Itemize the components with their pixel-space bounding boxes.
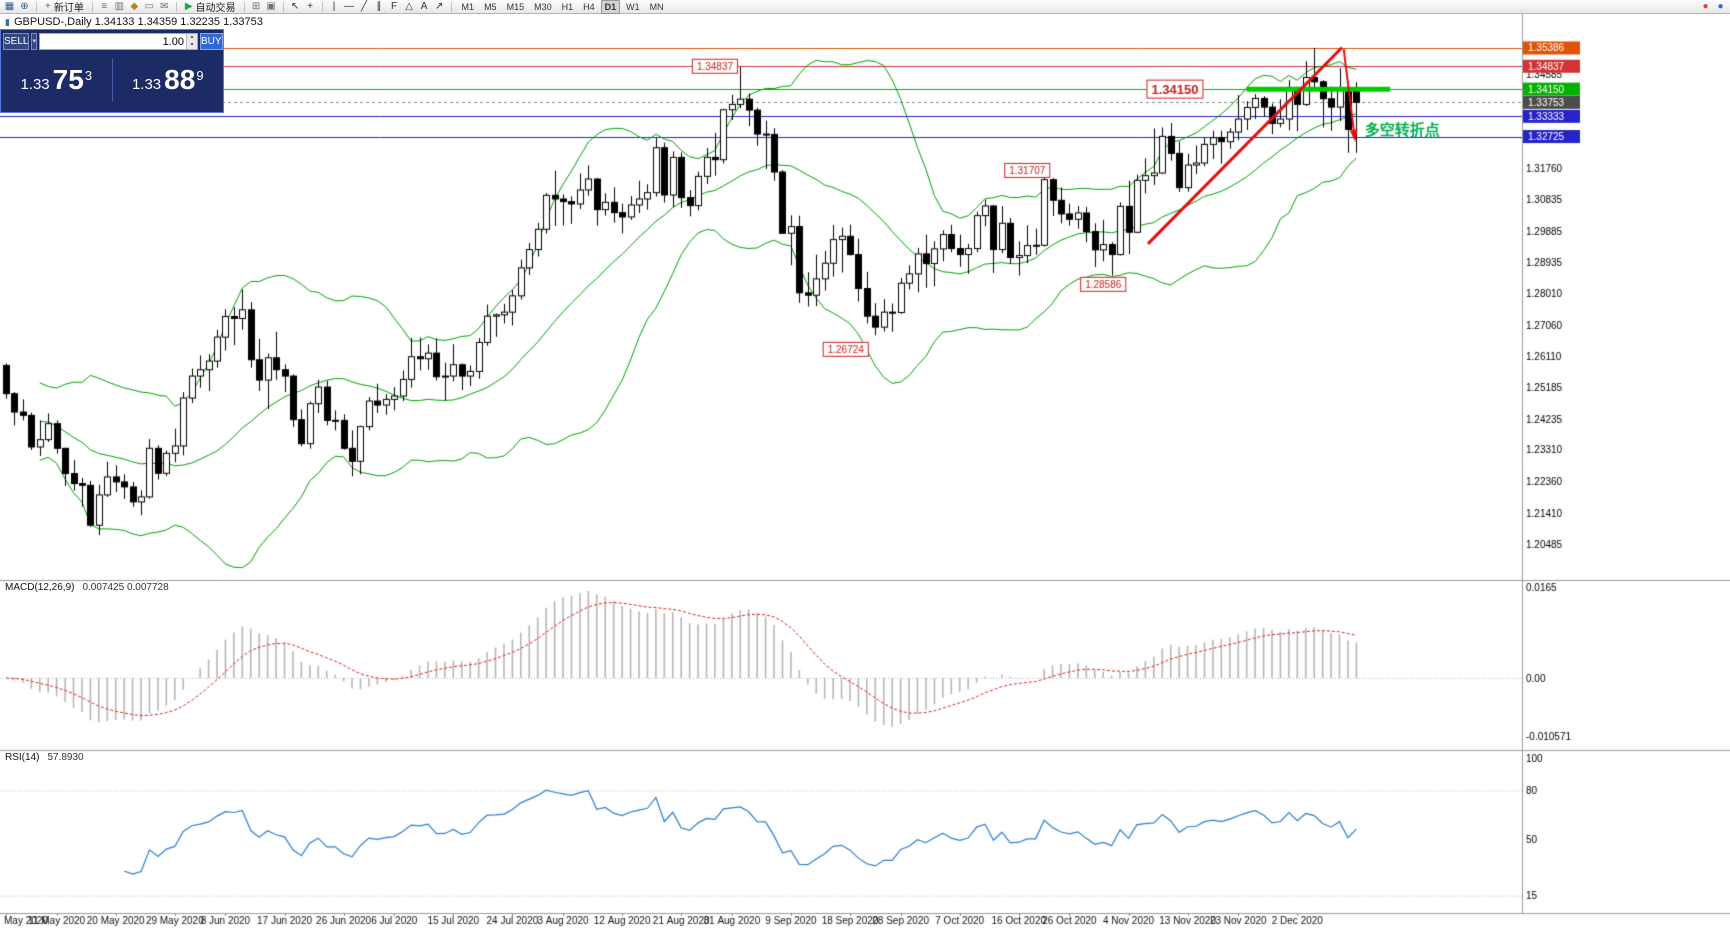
timeframe-m1[interactable]: M1: [461, 1, 475, 12]
volume-dropdown-icon[interactable]: ▾: [31, 33, 37, 50]
bid-point: 3: [84, 68, 93, 83]
sell-button[interactable]: SELL: [3, 33, 30, 50]
community-icon[interactable]: ●: [1717, 0, 1724, 12]
market-watch-icon[interactable]: ≡: [101, 0, 108, 12]
autotrading-button[interactable]: ▶ 自动交易: [182, 0, 239, 14]
terminal-icon[interactable]: ▭: [144, 0, 155, 12]
text-icon[interactable]: A: [420, 0, 428, 12]
toolbar-separator: [243, 1, 245, 12]
toolbar-separator: [450, 1, 452, 12]
autotrading-button-label: 自动交易: [195, 3, 236, 14]
chart-title: ▮ GBPUSD-,Daily 1.34133 1.34359 1.32235 …: [5, 16, 263, 28]
mailbox-icon[interactable]: ✉: [160, 0, 169, 12]
timeframe-m30[interactable]: M30: [534, 1, 552, 12]
rsi-indicator-header: RSI(14) 57.8930: [5, 752, 84, 763]
volume-field: ▴ ▾: [38, 33, 198, 50]
autotrading-button-icon: ▶: [184, 1, 193, 12]
toolbar-separator: [91, 1, 93, 12]
toolbar-separator: [282, 1, 284, 12]
timeframe-group: M1 M5 M15 M30 H1 H4 D1 W1 MN: [457, 0, 669, 14]
volume-stepper: ▴ ▾: [185, 34, 197, 49]
bid-pips: 75: [52, 64, 84, 95]
toolbar-separator: [36, 1, 37, 12]
new-order-button-icon: +: [45, 1, 51, 12]
data-window-icon[interactable]: ▥: [114, 0, 125, 12]
cursor-icon[interactable]: ↖: [290, 0, 300, 12]
rsi-value: 57.8930: [47, 752, 84, 763]
new-chart-icon[interactable]: ▦: [4, 0, 15, 12]
fibonacci-icon[interactable]: F: [390, 0, 398, 12]
ask-price[interactable]: 1.33 88 9: [113, 64, 224, 96]
one-click-trading-panel: SELL ▾ ▴ ▾ BUY 1.33 75 3 1.33 88 9: [0, 29, 224, 113]
new-order-button[interactable]: + 新订单: [42, 0, 87, 14]
trendline-icon[interactable]: ╱: [361, 0, 368, 12]
new-window-icon[interactable]: ⊞: [251, 0, 261, 12]
volume-decrease-icon[interactable]: ▾: [185, 41, 197, 49]
vertical-line-icon[interactable]: |: [332, 0, 336, 12]
navigator-icon[interactable]: ◆: [130, 0, 139, 12]
chart-window-icon: ▮: [5, 16, 10, 27]
channel-icon[interactable]: ∥: [376, 0, 382, 12]
timeframe-m15[interactable]: M15: [506, 1, 525, 12]
price-quote-row: 1.33 75 3 1.33 88 9: [1, 51, 223, 109]
chart-ohlc-text: GBPUSD-,Daily 1.34133 1.34359 1.32235 1.…: [13, 16, 263, 28]
alerts-icon[interactable]: ●: [1702, 0, 1709, 12]
ask-point: 9: [196, 68, 204, 83]
rsi-title: RSI(14): [5, 752, 40, 763]
toolbar-separator: [175, 1, 177, 12]
buy-button[interactable]: BUY: [199, 33, 223, 50]
toolbar: ▦ ⊕ + 新订单 ≡ ▥ ◆ ▭ ✉ ▶ 自动交易 ⊞ ▣ ↖ + | — ╱ ∥ F △ A ↗ M1 M5 M15 M30 H1…: [0, 0, 1730, 14]
trade-controls-row: SELL ▾ ▴ ▾ BUY: [1, 30, 223, 51]
zoom-in-icon[interactable]: ⊕: [20, 0, 29, 12]
timeframe-m5[interactable]: M5: [484, 1, 497, 12]
volume-input[interactable]: [39, 34, 186, 49]
timeframe-w1[interactable]: W1: [626, 1, 640, 12]
crosshair-icon[interactable]: +: [307, 0, 313, 12]
horizontal-line-icon[interactable]: —: [344, 0, 355, 12]
tile-windows-icon[interactable]: ▣: [266, 0, 276, 12]
new-order-button-label: 新订单: [53, 3, 84, 14]
volume-increase-icon[interactable]: ▴: [185, 34, 197, 42]
bid-big-figure: 1.33: [20, 76, 50, 93]
timeframe-mn[interactable]: MN: [649, 1, 664, 12]
bid-price[interactable]: 1.33 75 3: [1, 64, 112, 96]
macd-values: 0.007425 0.007728: [82, 582, 169, 593]
arrow-tool-icon[interactable]: ↗: [434, 0, 444, 12]
toolbar-separator: [321, 1, 323, 12]
price-divider: [111, 59, 113, 101]
timeframe-h1[interactable]: H1: [561, 1, 574, 12]
macd-indicator-header: MACD(12,26,9) 0.007425 0.007728: [5, 582, 169, 593]
timeframe-d1[interactable]: D1: [600, 0, 621, 14]
timeframe-h4[interactable]: H4: [583, 1, 595, 12]
shapes-icon[interactable]: △: [405, 0, 413, 12]
ask-big-figure: 1.33: [131, 76, 162, 93]
macd-title: MACD(12,26,9): [5, 582, 75, 593]
ask-pips: 88: [164, 64, 196, 95]
